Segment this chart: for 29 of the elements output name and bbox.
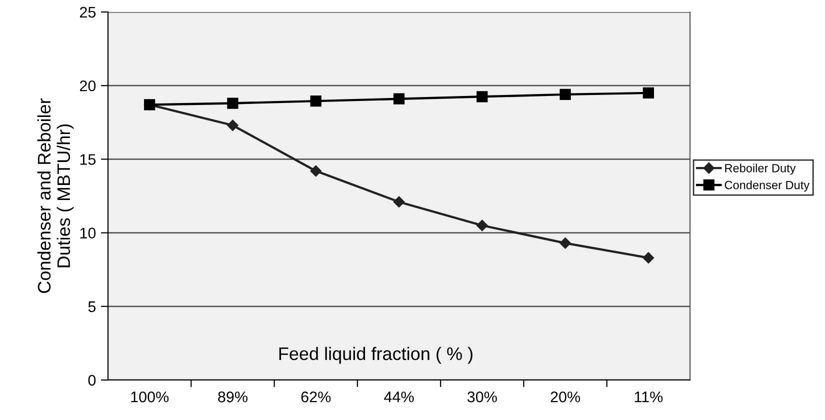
y-tick-label: 25 [80,6,96,18]
y-tick-label: 0 [88,374,96,386]
x-tick-label: 30% [467,392,497,402]
point [393,93,405,104]
legend-label: Reboiler Duty [725,164,796,175]
point [642,87,654,99]
y-axis-title: Condenser and Reboiler Duties ( MBTU/hr) [37,98,74,293]
y-tick-label: 15 [80,154,96,165]
point [227,120,238,131]
point [476,91,488,102]
point [310,165,322,177]
point [227,98,238,109]
legend-label: Condenser Duty [724,180,810,192]
point [393,196,405,208]
point [642,252,654,264]
point [560,238,571,249]
x-tick-label: 62% [301,392,331,402]
x-tick-label: 44% [384,392,414,402]
y-tick-label: 20 [80,80,96,92]
y-tick-label: 5 [88,301,96,312]
point [560,88,571,100]
x-tick-label: 11% [634,392,663,402]
x-tick-label: 89% [218,392,248,402]
x-tick-label: 20% [550,392,580,402]
x-axis-title: Feed liquid fraction ( % ) [279,346,472,364]
point [476,220,488,232]
x-tick-label: 100% [131,392,169,402]
point [310,96,322,107]
y-tick-label: 10 [80,228,96,238]
